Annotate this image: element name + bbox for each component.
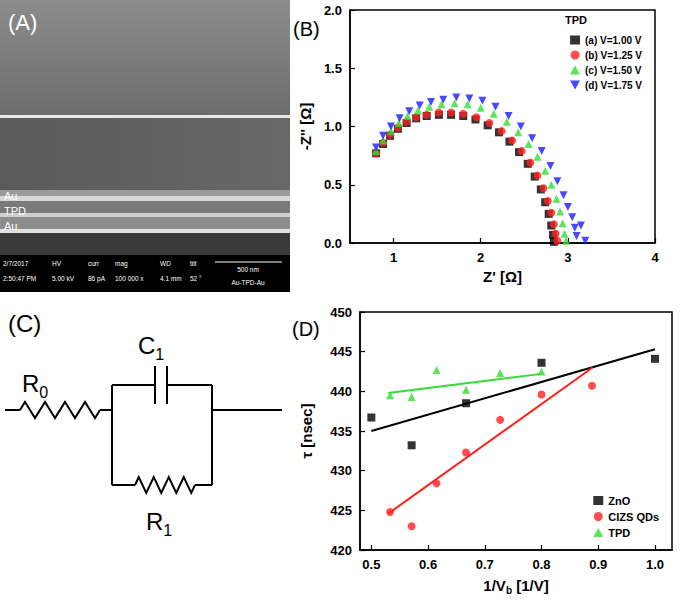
svg-text:52 °: 52 ° (190, 275, 202, 282)
svg-text:435: 435 (330, 424, 352, 439)
svg-text:[1/V]: [1/V] (512, 577, 549, 594)
svg-text:5.00 kV: 5.00 kV (52, 275, 75, 282)
svg-text:Au-TPD-Au: Au-TPD-Au (231, 279, 265, 286)
svg-text:WD: WD (160, 260, 171, 267)
svg-text:curr: curr (88, 260, 100, 267)
svg-text:4.1 mm: 4.1 mm (160, 275, 182, 282)
svg-text:HV: HV (52, 260, 62, 267)
svg-text:R1: R1 (146, 508, 172, 539)
svg-text:2:50:47 PM: 2:50:47 PM (3, 275, 36, 282)
svg-text:R0: R0 (22, 370, 48, 401)
svg-text:2/7/2017: 2/7/2017 (3, 260, 29, 267)
svg-text:500 nm: 500 nm (237, 266, 259, 273)
svg-text:100 000 x: 100 000 x (115, 275, 144, 282)
svg-text:τ [nsec]: τ [nsec] (298, 403, 315, 458)
svg-text:TPD: TPD (608, 527, 630, 539)
svg-text:(C): (C) (8, 310, 41, 337)
svg-text:0.8: 0.8 (532, 557, 550, 572)
svg-text:tilt: tilt (190, 260, 197, 267)
svg-text:Au: Au (4, 190, 17, 202)
svg-text:1/V: 1/V (483, 577, 506, 594)
svg-text:(a) V=1.00 V: (a) V=1.00 V (585, 35, 642, 46)
svg-text:TPD: TPD (4, 205, 26, 217)
svg-text:CIZS QDs: CIZS QDs (608, 511, 659, 523)
svg-text:0.0: 0.0 (324, 236, 342, 251)
svg-text:mag: mag (115, 260, 128, 268)
svg-text:Z' [Ω]: Z' [Ω] (483, 268, 522, 285)
svg-text:-Z'' [Ω]: -Z'' [Ω] (297, 103, 314, 150)
svg-text:450: 450 (330, 305, 352, 320)
svg-text:425: 425 (330, 503, 352, 518)
svg-text:ZnO: ZnO (608, 495, 630, 507)
svg-text:2: 2 (477, 250, 484, 265)
svg-text:(b) V=1.25 V: (b) V=1.25 V (585, 50, 642, 61)
svg-text:(A): (A) (8, 10, 37, 35)
svg-text:420: 420 (330, 543, 352, 558)
svg-text:4: 4 (651, 250, 659, 265)
svg-text:C1: C1 (138, 332, 164, 363)
svg-text:86 pA: 86 pA (88, 275, 106, 283)
svg-text:0.5: 0.5 (324, 177, 342, 192)
svg-text:1.0: 1.0 (646, 557, 664, 572)
svg-text:0.6: 0.6 (419, 557, 437, 572)
svg-text:(D): (D) (292, 318, 320, 340)
svg-text:(B): (B) (293, 18, 320, 40)
svg-text:(c) V=1.50 V: (c) V=1.50 V (585, 65, 642, 76)
svg-text:3: 3 (564, 250, 571, 265)
svg-text:2.0: 2.0 (324, 3, 342, 18)
svg-text:0.9: 0.9 (589, 557, 607, 572)
svg-text:1.0: 1.0 (324, 119, 342, 134)
svg-text:1: 1 (390, 250, 397, 265)
svg-text:430: 430 (330, 463, 352, 478)
svg-text:b: b (505, 584, 512, 596)
svg-text:1.5: 1.5 (324, 61, 342, 76)
svg-text:0.5: 0.5 (362, 557, 380, 572)
svg-text:TPD: TPD (565, 14, 587, 26)
svg-text:0.7: 0.7 (476, 557, 494, 572)
svg-text:445: 445 (330, 344, 352, 359)
svg-text:Au: Au (4, 220, 17, 232)
svg-text:(d) V=1.75 V: (d) V=1.75 V (585, 80, 642, 91)
svg-text:440: 440 (330, 384, 352, 399)
